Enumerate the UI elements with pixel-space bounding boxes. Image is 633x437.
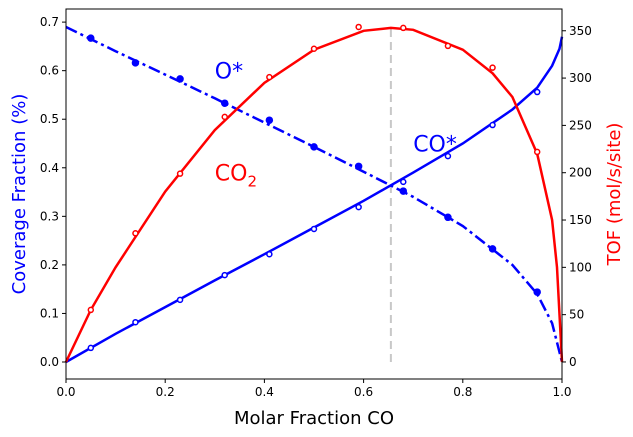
data-point	[266, 250, 273, 258]
data-point	[221, 113, 228, 121]
data-point	[533, 88, 541, 96]
right-y-tick-label: 300	[569, 71, 592, 85]
data-point	[265, 116, 274, 124]
left-y-axis-label: Coverage Fraction (%)	[9, 94, 30, 295]
fit-line-o-star	[65, 25, 564, 363]
data-point	[266, 73, 273, 81]
right-y-tick-label: 100	[569, 260, 592, 274]
left-y-tick-label: 0.1	[40, 306, 59, 320]
data-point	[489, 121, 496, 129]
data-point	[176, 296, 184, 304]
x-axis-label: Molar Fraction CO	[234, 408, 394, 429]
annotation-label: CO2	[215, 162, 257, 191]
data-point	[310, 143, 318, 151]
fit-line-co2	[64, 26, 564, 363]
x-tick-label: 0.0	[56, 385, 75, 399]
data-point	[355, 23, 362, 31]
data-point	[355, 203, 362, 211]
data-point	[132, 318, 139, 326]
left-y-tick-label: 0.4	[40, 161, 59, 175]
annotation-label: CO*	[413, 133, 457, 158]
data-point	[220, 99, 229, 107]
data-point	[87, 34, 95, 42]
annotation-text: CO	[215, 162, 248, 187]
data-point	[399, 187, 408, 195]
data-point	[488, 245, 497, 253]
data-point	[176, 75, 184, 83]
data-point	[87, 306, 95, 314]
data-point	[310, 45, 318, 52]
annotation-subscript: 2	[247, 173, 257, 191]
data-point	[444, 213, 452, 222]
annotation-label: O*	[215, 60, 243, 85]
data-point	[87, 344, 95, 352]
fit-line-co-star	[65, 36, 564, 364]
x-tick-label: 1.0	[552, 385, 571, 399]
data-point	[354, 162, 363, 171]
data-point	[533, 288, 541, 296]
annotation-text: O*	[215, 60, 243, 85]
annotation-text: CO*	[413, 133, 457, 158]
data-point	[489, 64, 496, 71]
x-tick-label: 0.2	[156, 385, 175, 399]
plot-frame	[65, 8, 563, 380]
left-y-tick-label: 0.3	[40, 209, 59, 223]
data-point	[132, 230, 139, 237]
right-y-axis-label: TOF (mol/s/site)	[604, 123, 625, 267]
right-y-tick-label: 350	[569, 24, 592, 38]
left-y-tick-label: 0.7	[40, 15, 59, 29]
data-point	[176, 170, 184, 177]
right-y-tick-label: 0	[569, 355, 577, 369]
data-point	[444, 42, 452, 50]
right-y-tick-label: 150	[569, 213, 592, 227]
data-point	[221, 271, 228, 279]
left-y-tick-label: 0.6	[40, 64, 59, 78]
data-point	[444, 152, 452, 160]
x-tick-label: 0.6	[354, 385, 373, 399]
left-y-tick-label: 0.2	[40, 258, 59, 272]
right-y-tick-label: 250	[569, 118, 592, 132]
right-y-tick-label: 50	[569, 308, 584, 322]
left-y-tick-label: 0.5	[40, 112, 59, 126]
data-point	[400, 178, 407, 186]
left-y-tick-label: 0.0	[40, 355, 59, 369]
data-point	[533, 148, 541, 156]
right-y-tick-label: 200	[569, 166, 592, 180]
x-tick-label: 0.8	[453, 385, 472, 399]
data-point	[310, 225, 318, 233]
data-point	[131, 59, 140, 67]
x-tick-label: 0.4	[255, 385, 274, 399]
data-point	[400, 24, 407, 32]
